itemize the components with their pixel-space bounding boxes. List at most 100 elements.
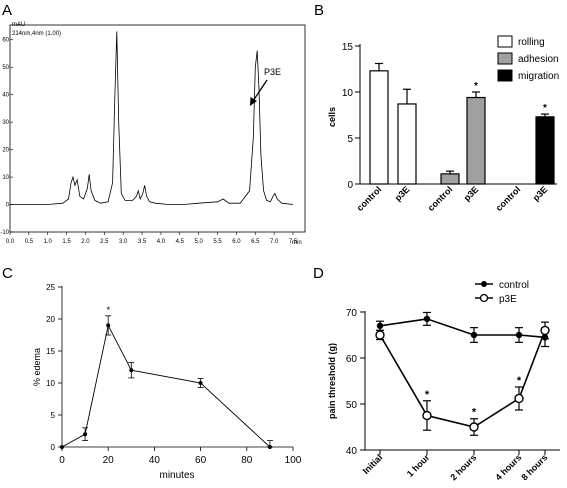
- panel-d-series: * * *: [375, 311, 550, 436]
- y-tick-label: 50: [346, 400, 358, 411]
- y-tick-label: 0: [51, 443, 56, 452]
- data-point: [106, 323, 111, 328]
- panel-d: D pain threshold (g) 40 50 60 70 Initial 1 h…: [313, 265, 560, 482]
- y-tick-label: 5: [347, 134, 353, 145]
- panel-a-unit-label: mAU: [12, 22, 25, 28]
- x-category-label: p3E: [393, 184, 412, 203]
- legend-swatch-rolling: [497, 35, 513, 48]
- significance-marker: *: [517, 375, 522, 387]
- bar-rolling: [369, 70, 389, 185]
- panel-d-y-label: pain threshold (g): [327, 343, 337, 419]
- y-tick-label: 15: [342, 42, 354, 53]
- p3E-point: [422, 410, 432, 421]
- legend-label-control: control: [499, 280, 529, 291]
- legend-marker-p3e: [479, 293, 489, 303]
- y-tick-label: 25: [46, 283, 55, 292]
- x-tick-label: 7.5: [289, 239, 298, 245]
- panel-a-peak-arrowhead: [250, 97, 257, 106]
- y-tick-label: 60: [2, 38, 9, 44]
- y-tick-label: 50: [2, 65, 9, 71]
- panel-d-label: D: [313, 265, 324, 282]
- panel-c-x-label: minutes: [159, 470, 194, 481]
- x-tick-label: 6.0: [232, 239, 241, 245]
- panel-d-legend: control p3E: [475, 280, 529, 305]
- x-tick-label: 5.0: [194, 239, 203, 245]
- control-point: [423, 315, 431, 323]
- panel-a-trace-label: 214nm,4nm (1.00): [12, 31, 61, 37]
- significance-marker: *: [472, 407, 477, 419]
- panel-d-y-ticks: 40 50 60 70: [346, 308, 365, 457]
- panel-a-peak-annotation: P3E: [264, 67, 281, 77]
- significance-marker: *: [474, 81, 478, 92]
- data-point: [267, 445, 272, 449]
- significance-marker: *: [543, 103, 547, 114]
- panel-c-label: C: [2, 265, 13, 282]
- panel-b-legend: rolling adhesion migration: [497, 35, 559, 82]
- significance-marker: *: [425, 389, 430, 401]
- x-tick-label: 20: [103, 455, 115, 466]
- x-tick-label: 2.0: [81, 239, 90, 245]
- x-category-label: p3E: [462, 184, 481, 203]
- x-category-label: 8 hours: [519, 452, 549, 482]
- legend-label-adhesion: adhesion: [518, 54, 559, 65]
- y-tick-label: 70: [346, 308, 358, 319]
- x-tick-label: 0: [59, 455, 65, 466]
- panel-b-label: B: [314, 2, 324, 19]
- y-tick-label: 5: [51, 411, 56, 420]
- data-point: [129, 368, 134, 373]
- x-tick-label: 3.0: [119, 239, 128, 245]
- panel-a-frame: [9, 24, 306, 233]
- x-tick-label: 40: [149, 455, 161, 466]
- x-category-label: control: [426, 184, 455, 213]
- x-category-label: Initial: [361, 452, 385, 476]
- y-tick-label: -10: [0, 230, 9, 236]
- y-tick-label: 40: [346, 446, 358, 457]
- bar-rolling: [397, 103, 417, 185]
- legend-swatch-adhesion: [497, 52, 513, 65]
- panel-a-label: A: [2, 2, 12, 19]
- significance-marker: *: [106, 305, 110, 315]
- x-category-label: p3E: [531, 184, 550, 203]
- panel-a-x-label: min: [292, 240, 302, 246]
- data-point: [198, 381, 203, 385]
- legend-marker-control: [481, 281, 487, 287]
- x-tick-label: 7.0: [270, 239, 279, 245]
- y-tick-label: 0: [6, 203, 10, 209]
- p3E-point: [469, 422, 479, 432]
- x-tick-label: 1.0: [44, 239, 53, 245]
- panel-a-x-ticks: 0.0 0.5 1.0 1.5 2.0 2.5 3.0 3.5 4.0 4.5 5.0 5.5 6.0 6…: [6, 232, 298, 245]
- x-category-label: 2 hours: [448, 452, 478, 482]
- bar-migration: [535, 116, 555, 185]
- p3E-point: [375, 330, 385, 340]
- panel-a-peak-arrow: [252, 79, 268, 102]
- legend-label-rolling: rolling: [518, 37, 545, 48]
- panel-a: A mAU 214nm,4nm (1.00) min P3E 0.0 0.5 1.0…: [0, 2, 306, 246]
- x-tick-label: 80: [241, 455, 253, 466]
- x-category-label: 4 hours: [493, 452, 523, 482]
- panel-b-y-ticks: 0 5 10 15: [342, 42, 360, 191]
- x-category-label: control: [494, 184, 523, 213]
- p3E-point: [514, 393, 524, 404]
- bar-adhesion: [466, 96, 486, 185]
- control-point: [470, 331, 478, 339]
- y-tick-label: 0: [347, 180, 353, 191]
- x-category-label: 1 hour: [405, 452, 432, 479]
- x-category-label: control: [355, 184, 384, 213]
- x-tick-label: 0.5: [25, 239, 34, 245]
- y-tick-label: 10: [342, 88, 354, 99]
- y-tick-label: 10: [46, 379, 55, 388]
- x-tick-label: 100: [285, 455, 302, 466]
- y-tick-label: 15: [46, 347, 55, 356]
- panel-b-bars: **: [369, 62, 555, 185]
- panel-c-x-ticks: 0 20 40 60 80 100: [59, 447, 302, 466]
- y-tick-label: 60: [346, 354, 358, 365]
- legend-swatch-migration: [497, 69, 513, 82]
- panel-c: C % edema minutes 0 20 40 60 80 100 0 5 10 15 20 2…: [2, 265, 302, 481]
- edema-line: [61, 324, 271, 448]
- panel-a-chromatogram-trace: [10, 31, 294, 205]
- x-tick-label: 4.0: [157, 239, 166, 245]
- legend-label-migration: migration: [518, 71, 559, 82]
- x-tick-label: 4.5: [176, 239, 185, 245]
